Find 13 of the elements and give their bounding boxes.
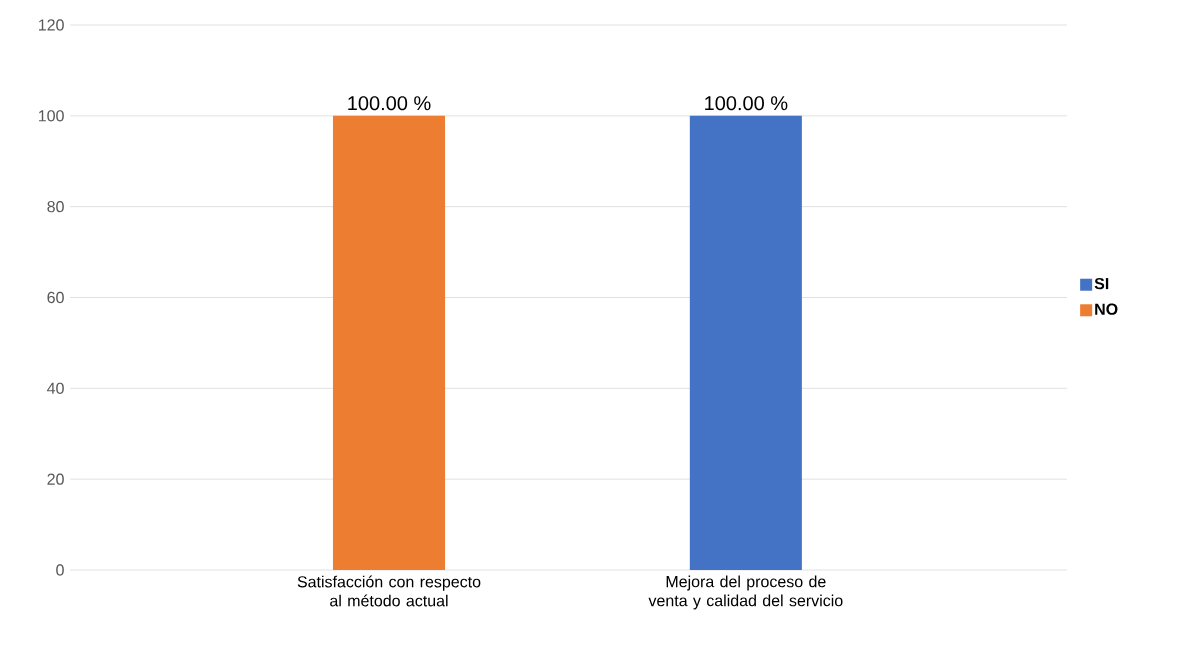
y-tick-label: 80 [47, 201, 64, 213]
y-tick-label: 20 [47, 473, 64, 485]
x-tick-label: Mejora del proceso de venta y calidad del servicio [648, 575, 843, 610]
data-label: 100.00 % [705, 96, 788, 111]
legend-label: SI [1094, 277, 1109, 290]
y-tick-label: 0 [56, 564, 64, 576]
legend-label: NO [1095, 303, 1118, 315]
y-tick-label: 120 [38, 19, 64, 31]
y-tick-label: 60 [47, 291, 64, 304]
y-tick-label: 40 [47, 382, 64, 394]
y-tick-label: 100 [38, 110, 64, 122]
data-label: 100.00 % [348, 96, 431, 111]
x-tick-label: Satisfacción con respecto al método actual [297, 575, 481, 607]
